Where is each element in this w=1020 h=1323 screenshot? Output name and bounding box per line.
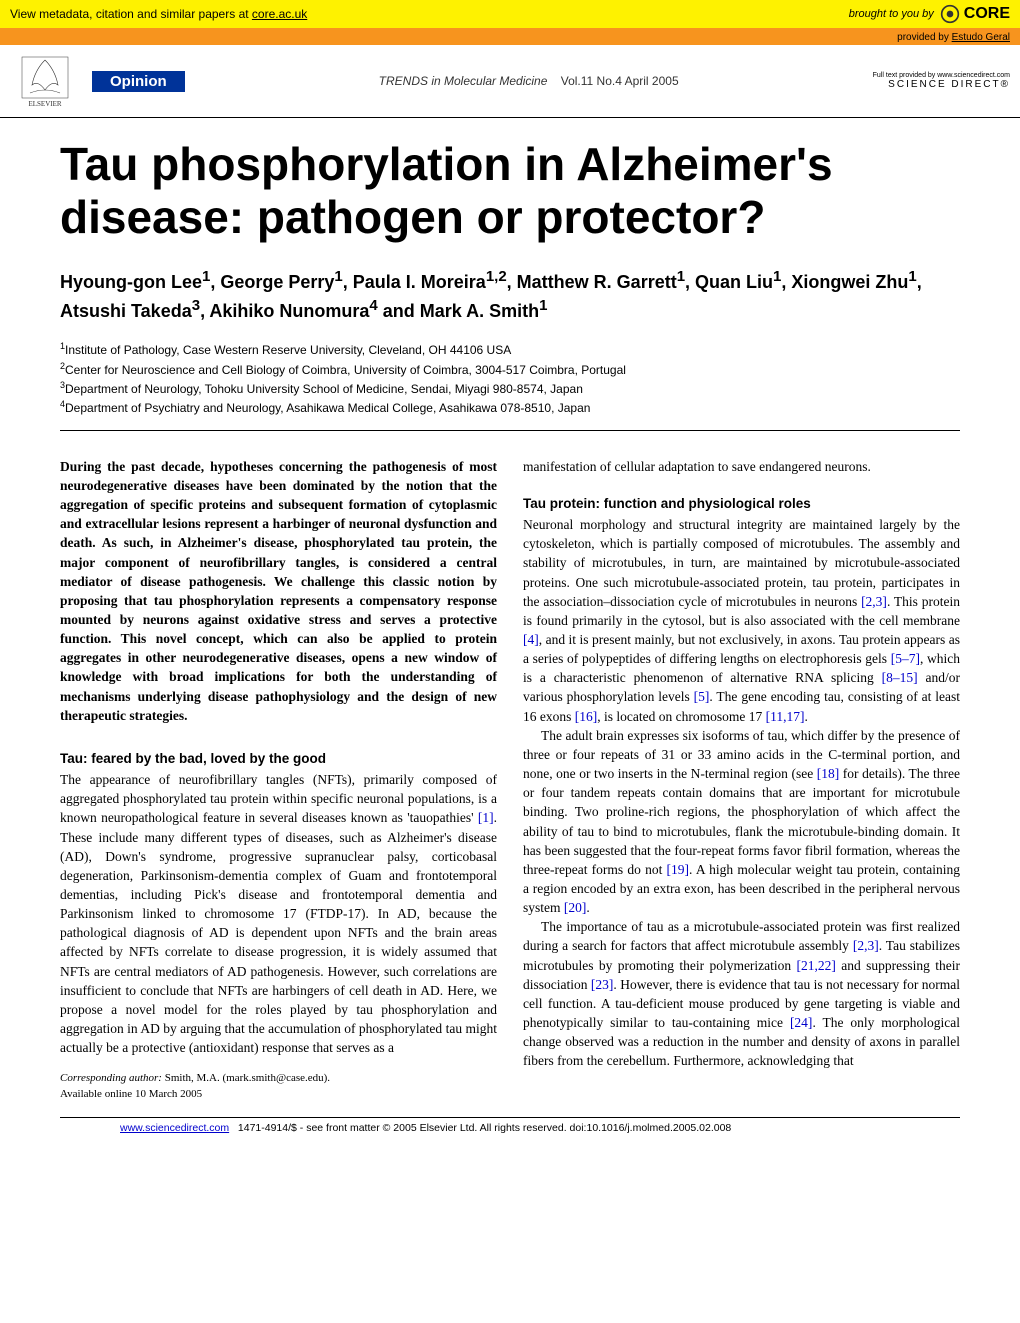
journal-name: TRENDS in Molecular Medicine xyxy=(379,74,548,88)
s2p2b: for details). The three or four tandem r… xyxy=(523,766,960,877)
column-right: manifestation of cellular adaptation to … xyxy=(523,457,960,1103)
core-metadata-text: View metadata, citation and similar pape… xyxy=(10,7,252,21)
core-sub-banner: provided by Estudo Geral xyxy=(0,30,1020,45)
ref-16[interactable]: [16] xyxy=(575,709,598,724)
s2-p1: Neuronal morphology and structural integ… xyxy=(523,515,960,726)
ref-24[interactable]: [24] xyxy=(790,1015,813,1030)
s2p1h: . xyxy=(804,709,807,724)
ref-5-7[interactable]: [5–7] xyxy=(891,651,920,666)
ref-8-15[interactable]: [8–15] xyxy=(882,670,918,685)
ref-18[interactable]: [18] xyxy=(817,766,840,781)
affiliation-3: 3Department of Neurology, Tohoku Univers… xyxy=(60,379,960,398)
affiliation-4-text: Department of Psychiatry and Neurology, … xyxy=(65,401,590,415)
core-logo-icon xyxy=(940,4,960,24)
ref-23[interactable]: [23] xyxy=(591,977,614,992)
abstract: During the past decade, hypotheses conce… xyxy=(60,457,497,725)
footer-bottom: www.sciencedirect.com 1471-4914/$ - see … xyxy=(60,1117,960,1144)
corresponding-author: Corresponding author: Smith, M.A. (mark.… xyxy=(60,1071,497,1087)
available-online: Available online 10 March 2005 xyxy=(60,1087,497,1103)
sciencedirect-url[interactable]: www.sciencedirect.com xyxy=(120,1122,229,1134)
ref-20[interactable]: [20] xyxy=(564,900,587,915)
affiliation-3-text: Department of Neurology, Tohoku Universi… xyxy=(65,382,583,396)
section-heading-tau-feared: Tau: feared by the bad, loved by the goo… xyxy=(60,749,497,768)
vol-issue: Vol.11 No.4 April 2005 xyxy=(561,74,679,88)
ref-19[interactable]: [19] xyxy=(667,862,690,877)
section-heading-tau-protein: Tau protein: function and physiological … xyxy=(523,494,960,513)
ref-21-22[interactable]: [21,22] xyxy=(797,958,836,973)
fulltext-provided: Full text provided by www.sciencedirect.… xyxy=(873,72,1010,79)
elsevier-label: ELSEVIER xyxy=(28,100,61,108)
ref-2-3b[interactable]: [2,3] xyxy=(853,938,879,953)
affiliation-2-text: Center for Neuroscience and Cell Biology… xyxy=(65,363,626,377)
core-link[interactable]: core.ac.uk xyxy=(252,7,307,21)
column-left: During the past decade, hypotheses conce… xyxy=(60,457,497,1103)
corresponding-label: Corresponding author: xyxy=(60,1072,162,1084)
col2-continuation: manifestation of cellular adaptation to … xyxy=(523,457,960,476)
s1-para: The appearance of neurofibrillary tangle… xyxy=(60,770,497,1057)
elsevier-logo: ELSEVIER xyxy=(10,51,80,111)
sciencedirect-logo: SCIENCE DIRECT® xyxy=(873,79,1010,90)
affiliation-1-text: Institute of Pathology, Case Western Res… xyxy=(65,343,511,357)
article-title: Tau phosphorylation in Alzheimer's disea… xyxy=(0,118,1020,252)
ref-11-17[interactable]: [11,17] xyxy=(766,709,805,724)
affiliation-1: 1Institute of Pathology, Case Western Re… xyxy=(60,340,960,359)
s2-p2: The adult brain expresses six isoforms o… xyxy=(523,726,960,918)
core-banner-left: View metadata, citation and similar pape… xyxy=(10,7,307,21)
affiliations: 1Institute of Pathology, Case Western Re… xyxy=(0,332,1020,424)
affiliation-4: 4Department of Psychiatry and Neurology,… xyxy=(60,398,960,417)
provided-by-prefix: provided by xyxy=(897,32,951,43)
journal-header: ELSEVIER Opinion TRENDS in Molecular Med… xyxy=(0,45,1020,111)
copyright-line: 1471-4914/$ - see front matter © 2005 El… xyxy=(238,1122,731,1134)
sciencedirect-text: SCIENCE DIRECT® xyxy=(888,79,1010,90)
body-columns: During the past decade, hypotheses conce… xyxy=(0,431,1020,1113)
elsevier-tree-icon xyxy=(20,55,70,100)
ref-5[interactable]: [5] xyxy=(694,689,710,704)
ref-2-3[interactable]: [2,3] xyxy=(861,594,887,609)
s2p2d: . xyxy=(586,900,589,915)
s2p1g: , is located on chromosome 17 xyxy=(597,709,765,724)
s1-text-a: The appearance of neurofibrillary tangle… xyxy=(60,772,497,825)
ref-1[interactable]: [1] xyxy=(478,810,494,825)
s1-text-b: . These include many different types of … xyxy=(60,810,497,1055)
corresponding-value: Smith, M.A. (mark.smith@case.edu). xyxy=(162,1072,330,1084)
core-banner: View metadata, citation and similar pape… xyxy=(0,0,1020,30)
authors: Hyoung-gon Lee1, George Perry1, Paula I.… xyxy=(0,252,1020,332)
opinion-badge: Opinion xyxy=(92,71,185,92)
provided-by-link[interactable]: Estudo Geral xyxy=(952,32,1010,43)
affiliation-2: 2Center for Neuroscience and Cell Biolog… xyxy=(60,360,960,379)
core-banner-right: brought to you by CORE xyxy=(849,4,1010,24)
sciencedirect-block: Full text provided by www.sciencedirect.… xyxy=(873,72,1010,90)
s2-p3: The importance of tau as a microtubule-a… xyxy=(523,917,960,1070)
ref-4[interactable]: [4] xyxy=(523,632,539,647)
core-logo-text: CORE xyxy=(964,5,1010,23)
core-brought-by: brought to you by xyxy=(849,8,934,20)
core-logo[interactable]: CORE xyxy=(940,4,1010,24)
journal-info: TRENDS in Molecular Medicine Vol.11 No.4… xyxy=(197,74,861,88)
